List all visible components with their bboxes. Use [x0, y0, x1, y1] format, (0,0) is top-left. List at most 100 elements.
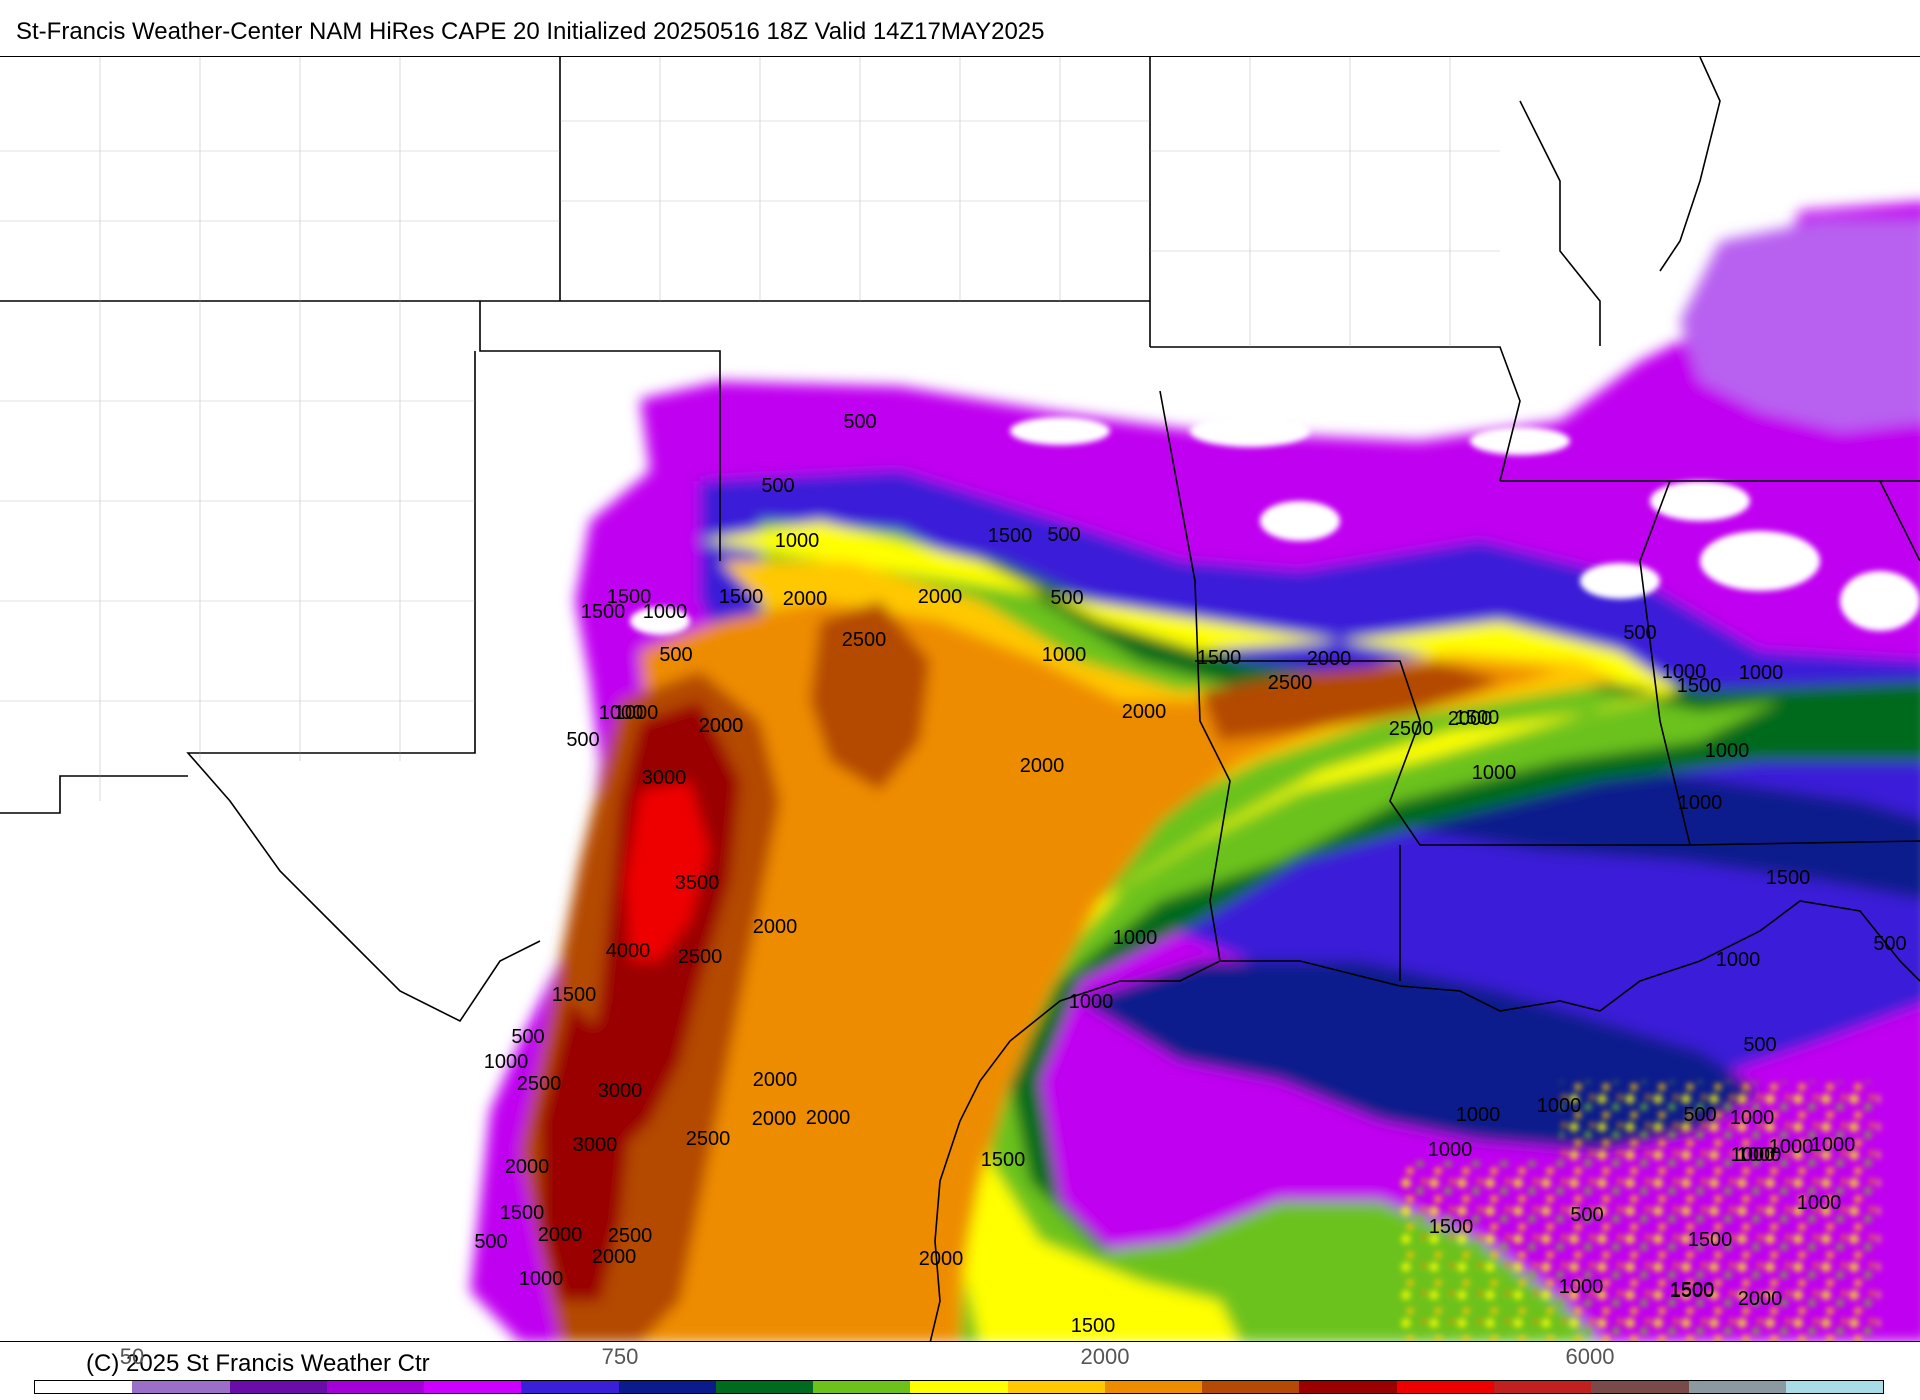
map-boundaries	[0, 57, 1920, 1341]
contour-label: 1500	[1677, 675, 1722, 697]
contour-label: 1500	[988, 525, 1033, 547]
contour-label: 2000	[699, 715, 744, 737]
contour-label: 3500	[675, 872, 720, 894]
contour-label: 1000	[1716, 949, 1761, 971]
contour-label: 500	[474, 1231, 507, 1253]
contour-label: 2000	[753, 916, 798, 938]
contour-label: 1000	[1069, 991, 1114, 1013]
contour-label: 2500	[678, 946, 723, 968]
state-border	[479, 301, 721, 561]
colorbar-swatch	[229, 1381, 327, 1393]
contour-label: 500	[1050, 587, 1083, 609]
colorbar-swatch	[35, 1381, 133, 1393]
contour-label: 2000	[699, 715, 744, 737]
contour-label: 2000	[918, 586, 963, 608]
colorbar-swatch	[813, 1381, 911, 1393]
gulf-coastline	[1599, 900, 1920, 1012]
colorbar-swatch	[1688, 1381, 1786, 1393]
contour-label: 1500	[552, 984, 597, 1006]
contour-label: 2500	[686, 1128, 731, 1150]
contour-label: 1500	[1670, 1280, 1715, 1302]
contour-label: 500	[1047, 524, 1080, 546]
contour-label: 2000	[1020, 755, 1065, 777]
contour-label: 2000	[1122, 701, 1167, 723]
county-lines	[0, 57, 1500, 801]
contour-label: 2000	[1738, 1288, 1783, 1310]
contour-label: 2000	[753, 1069, 798, 1091]
contour-label: 1000	[1730, 1107, 1775, 1129]
contour-label: 1000	[1705, 740, 1750, 762]
colorbar-swatch	[424, 1381, 522, 1393]
contour-label: 1500	[1071, 1315, 1116, 1337]
contour-label: 2500	[1268, 672, 1313, 694]
contour-label: 1500	[1766, 867, 1811, 889]
colorbar-swatch	[1591, 1381, 1689, 1393]
contour-label: 500	[566, 729, 599, 751]
cape-map: 500 500 1000 1500 500 1500 1000 500 1500 2000 2500…	[0, 56, 1920, 1342]
colorbar-swatch	[1396, 1381, 1494, 1393]
contour-label: 1500	[1688, 1229, 1733, 1251]
contour-label: 1000	[484, 1051, 529, 1073]
cape-band-darkred-south	[540, 1001, 630, 1301]
contour-label: 500	[1873, 933, 1906, 955]
contour-label: 500	[659, 644, 692, 666]
contour-label: 500	[1623, 622, 1656, 644]
colorbar-swatch	[715, 1381, 814, 1393]
contour-label: 500	[1743, 1034, 1776, 1056]
contour-label: 1000	[1042, 644, 1087, 666]
colorbar-swatch	[521, 1381, 619, 1393]
colorbar-swatch	[1299, 1381, 1397, 1393]
contour-label: 4000	[606, 940, 651, 962]
contour-label: 500	[511, 1026, 544, 1048]
contour-label: 1500	[1670, 1279, 1715, 1301]
contour-label: 1000	[519, 1268, 564, 1290]
state-border	[1689, 840, 1920, 846]
contour-label: 2000	[783, 588, 828, 610]
contour-label: 1000	[775, 530, 820, 552]
cape-white-gaps	[630, 415, 1920, 635]
state-border	[1659, 57, 1721, 272]
colorbar-tick-label: 750	[601, 1344, 639, 1369]
state-border	[1879, 480, 1920, 562]
state-border	[1150, 346, 1521, 482]
colorbar-tick-label: 2000	[1080, 1344, 1130, 1369]
contour-label: 1000	[1559, 1276, 1604, 1298]
cape-shaded-field	[470, 201, 1920, 1341]
contour-label: 500	[843, 411, 876, 433]
contour-label: 500	[1683, 1104, 1716, 1126]
colorbar-swatch	[132, 1381, 230, 1393]
contour-label: 500	[1570, 1204, 1603, 1226]
contour-label: 2000	[538, 1224, 583, 1246]
colorbar-swatch	[1493, 1381, 1592, 1393]
contour-label: 1000	[1811, 1134, 1856, 1156]
contour-label: 1500	[1429, 1216, 1474, 1238]
contour-label: 1500	[719, 586, 764, 608]
colorbar-swatch	[618, 1381, 716, 1393]
contour-label: 1500	[500, 1202, 545, 1224]
contour-label: 1000	[599, 702, 644, 724]
contour-label: 2000	[752, 1108, 797, 1130]
contour-label: 1000	[1456, 1104, 1501, 1126]
copyright-credit: (C) 2025 St Francis Weather Ctr	[86, 1350, 430, 1377]
contour-label: 2000	[505, 1156, 550, 1178]
contour-label: 2000	[919, 1248, 964, 1270]
contour-label: 1500	[581, 601, 626, 623]
state-border	[186, 351, 541, 1023]
contour-label: 1000	[1662, 661, 1707, 683]
contour-label: 1500	[1455, 707, 1500, 729]
contour-label: 2500	[517, 1073, 562, 1095]
contour-label: 1000	[1472, 762, 1517, 784]
colorbar-tick-label: 50	[119, 1344, 145, 1369]
contour-label: 1500	[607, 586, 652, 608]
state-border	[1519, 100, 1601, 346]
contour-label: 1000	[1739, 662, 1784, 684]
contour-label: 2500	[608, 1225, 653, 1247]
contour-label: 2500	[1389, 718, 1434, 740]
contour-label: 3000	[598, 1080, 643, 1102]
contour-label: 1500	[981, 1149, 1026, 1171]
contour-label: 2000	[1307, 648, 1352, 670]
contour-label: 1000	[1537, 1095, 1582, 1117]
contour-label: 1500	[1197, 647, 1242, 669]
